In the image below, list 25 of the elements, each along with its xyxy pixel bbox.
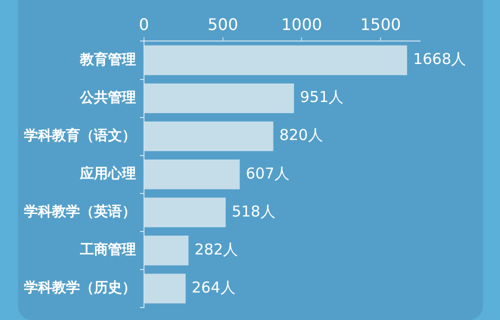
bar (144, 122, 274, 152)
bar (144, 160, 240, 190)
bar (144, 236, 188, 266)
data-label: 264人 (192, 278, 236, 296)
y-tick-label: 公共管理 (79, 90, 136, 106)
y-tick-label: 学科教学（历史） (24, 280, 136, 296)
x-tick-label: 0 (138, 14, 150, 34)
bar (144, 274, 186, 304)
data-label: 518人 (232, 202, 276, 220)
data-label: 951人 (300, 88, 344, 106)
x-tick-label: 1000 (281, 14, 322, 34)
data-label: 282人 (194, 240, 238, 258)
y-tick-label: 工商管理 (79, 241, 136, 258)
x-tick-label: 500 (208, 14, 238, 34)
bar (144, 83, 294, 114)
data-label: 607人 (246, 164, 290, 182)
x-tick-label: 1500 (360, 14, 401, 34)
data-label: 1668人 (413, 50, 466, 68)
bar (144, 198, 226, 228)
y-tick-label: 学科教学（英语） (24, 204, 136, 220)
y-tick-label: 教育管理 (79, 50, 136, 68)
bar (144, 45, 408, 76)
data-label: 820人 (279, 126, 323, 144)
y-tick-label: 学科教育（语文） (24, 126, 136, 144)
y-tick-label: 应用心理 (79, 165, 136, 182)
